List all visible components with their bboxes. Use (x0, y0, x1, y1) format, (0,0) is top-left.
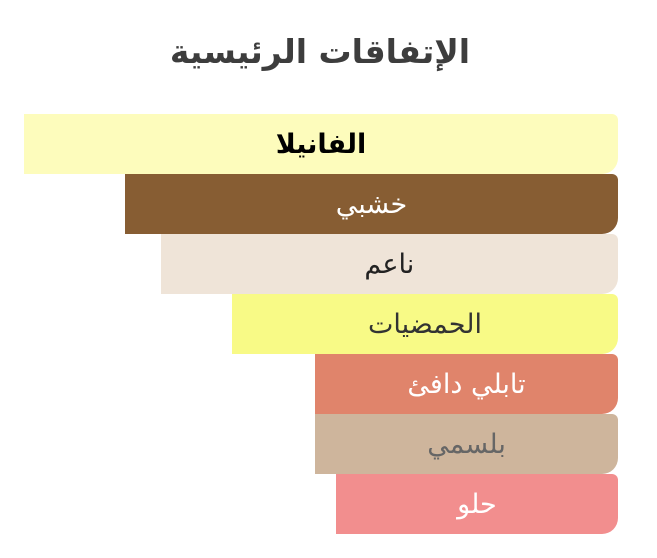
accord-label: الفانيلا (275, 128, 367, 160)
accord-label: بلسمي (427, 428, 506, 460)
accord-label: حلو (457, 488, 497, 520)
accord-label: ناعم (364, 248, 415, 280)
chart-title: الإتفاقات الرئيسية (169, 32, 471, 71)
accord-bar: الفانيلا (24, 114, 618, 174)
accord-bar: بلسمي (315, 414, 618, 474)
accord-label: تابلي دافئ (407, 368, 526, 400)
accord-label: خشبي (335, 188, 408, 220)
accord-bar: خشبي (124, 174, 618, 234)
accord-bar: ناعم (160, 234, 618, 294)
accord-bar: تابلي دافئ (315, 354, 618, 414)
accord-bar: الحمضيات (231, 294, 618, 354)
accord-label: الحمضيات (367, 308, 482, 340)
accords-chart: الفانيلا خشبي ناعم الحمضيات تابلي دافئ بلسمي ح… (24, 114, 618, 534)
accord-bar: حلو (335, 474, 618, 534)
